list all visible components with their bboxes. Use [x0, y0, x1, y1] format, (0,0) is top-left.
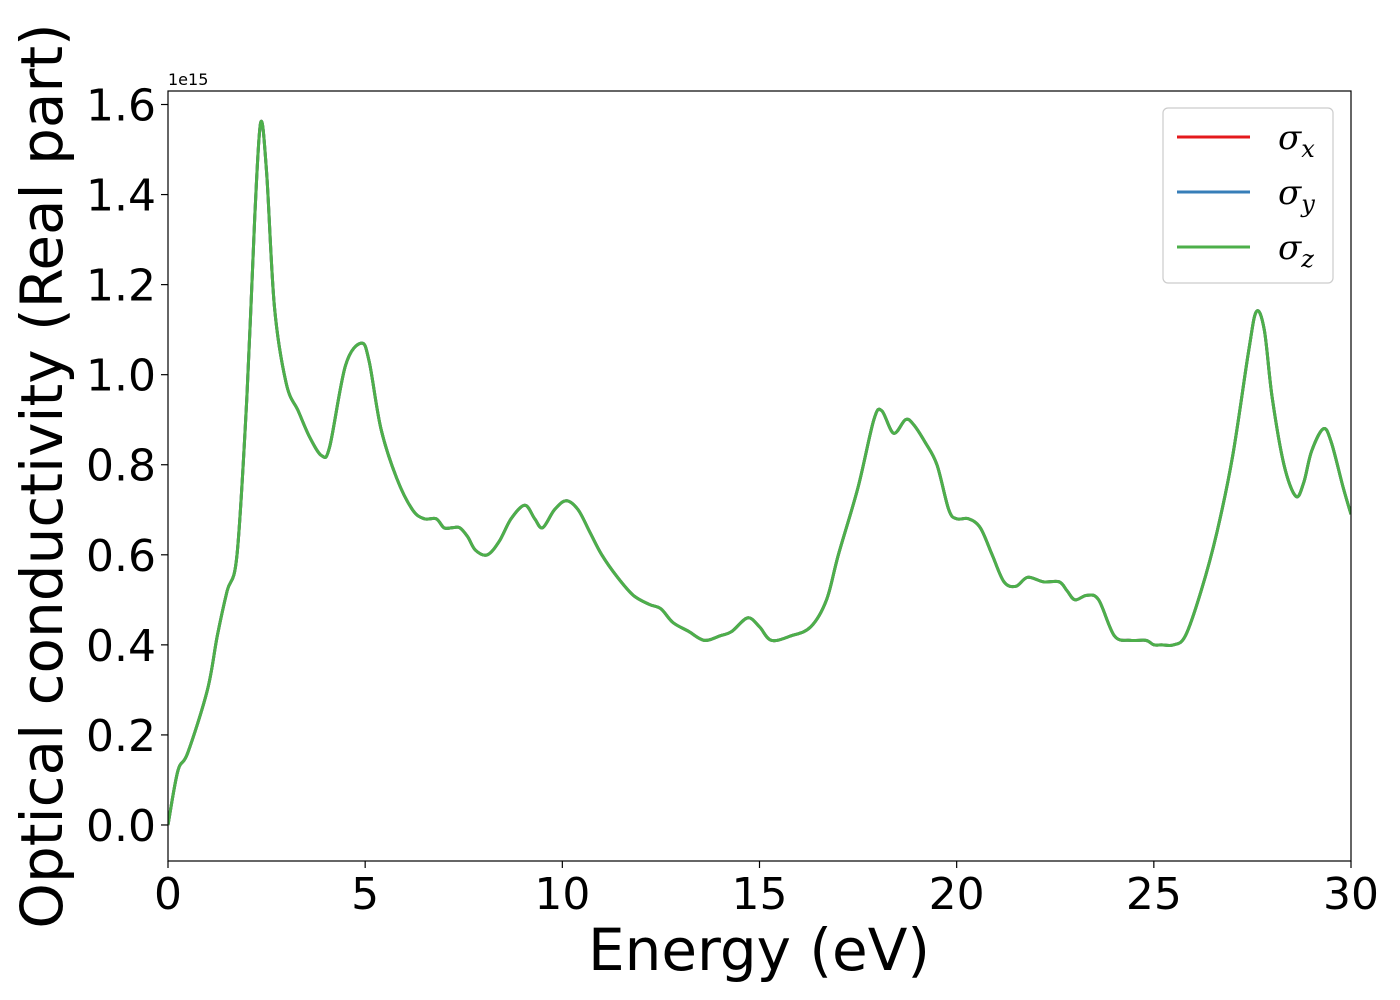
x-tick-label: 10 — [534, 869, 590, 920]
x-tick-label: 30 — [1323, 869, 1379, 920]
x-tick-label: 25 — [1126, 869, 1182, 920]
x-axis-ticks: 0 5 10 15 20 25 30 — [154, 861, 1379, 920]
legend: σx σy σz — [1162, 107, 1334, 284]
series-line-sigma-z — [168, 119, 1351, 826]
y-tick-label: 1.0 — [86, 351, 156, 402]
series-layer — [168, 119, 1351, 826]
x-axis-label: Energy (eV) — [588, 916, 930, 984]
y-tick-label: 1.4 — [86, 171, 156, 222]
x-tick-label: 5 — [351, 869, 379, 920]
legend-label-sigma-z: σz — [1278, 228, 1314, 273]
y-tick-label: 0.0 — [86, 801, 156, 852]
x-tick-label: 20 — [929, 869, 985, 920]
y-tick-label: 0.8 — [86, 441, 156, 492]
x-tick-label: 15 — [732, 869, 788, 920]
y-tick-label: 1.6 — [86, 81, 156, 132]
y-tick-label: 0.4 — [86, 621, 156, 672]
y-tick-label: 0.2 — [86, 711, 156, 762]
legend-label-sigma-x: σx — [1278, 118, 1315, 163]
y-axis-ticks: 0.0 0.2 0.4 0.6 0.8 1.0 1.2 1.4 1.6 — [86, 81, 168, 852]
legend-frame — [1162, 107, 1334, 284]
y-tick-label: 1.2 — [86, 261, 156, 312]
y-tick-label: 0.6 — [86, 531, 156, 582]
legend-label-sigma-y: σy — [1278, 173, 1315, 218]
x-tick-label: 0 — [154, 869, 182, 920]
y-axis-label: Optical conductivity (Real part) — [8, 23, 76, 928]
y-offset-label: 1e15 — [168, 70, 208, 89]
